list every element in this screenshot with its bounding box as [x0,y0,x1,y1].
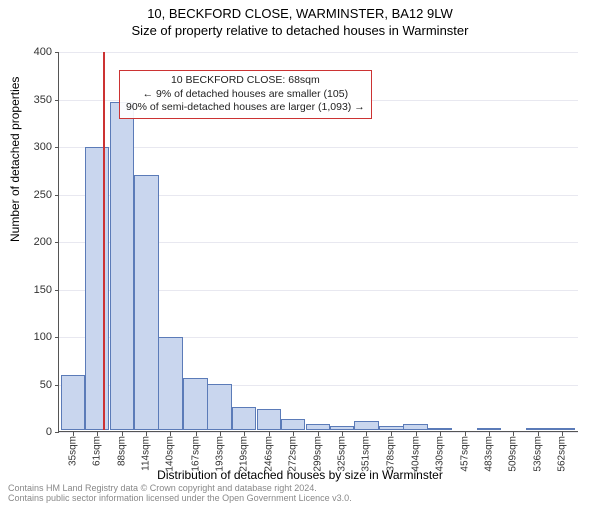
x-axis-title: Distribution of detached houses by size … [0,468,600,482]
gridline [59,147,578,148]
histogram-bar [158,337,183,430]
ytick-mark [55,385,59,386]
xtick-label: 219sqm [238,436,249,472]
chart-title-block: 10, BECKFORD CLOSE, WARMINSTER, BA12 9LW… [0,6,600,38]
ytick-mark [55,337,59,338]
xtick-label: 299sqm [313,436,324,472]
histogram-bar [379,426,404,430]
ytick-mark [55,52,59,53]
xtick-label: 536sqm [533,436,544,472]
ytick-label: 150 [12,284,52,296]
xtick-label: 114sqm [141,436,152,471]
histogram-bar [257,409,282,430]
histogram-bar [85,147,110,430]
plot-area: 05010015020025030035040035sqm61sqm88sqm1… [58,52,578,432]
xtick-label: 167sqm [190,436,201,472]
xtick-label: 404sqm [410,436,421,472]
histogram-bar [403,424,428,430]
ytick-label: 0 [12,426,52,438]
histogram-bar [526,428,551,430]
histogram-bar [183,378,208,430]
ytick-label: 50 [12,379,52,391]
annotation-line: ← 9% of detached houses are smaller (105… [126,88,365,102]
xtick-label: 378sqm [386,436,397,472]
histogram-bar [330,426,355,430]
xtick-label: 193sqm [214,436,225,472]
histogram-bar [61,375,86,430]
histogram-bar [477,428,502,430]
ytick-label: 400 [12,46,52,58]
annotation-line: 10 BECKFORD CLOSE: 68sqm [126,74,365,88]
ytick-label: 300 [12,141,52,153]
plot-wrap: 05010015020025030035040035sqm61sqm88sqm1… [58,52,578,432]
histogram-bar [134,175,159,430]
gridline [59,52,578,53]
xtick-label: 61sqm [92,436,103,466]
histogram-bar [550,428,575,430]
xtick-label: 246sqm [263,436,274,472]
footer-attribution: Contains HM Land Registry data © Crown c… [8,484,352,504]
ytick-mark [55,290,59,291]
ytick-label: 350 [12,94,52,106]
ytick-mark [55,147,59,148]
xtick-label: 272sqm [288,436,299,472]
ytick-label: 250 [12,189,52,201]
xtick-label: 430sqm [434,436,445,472]
xtick-label: 35sqm [67,436,78,466]
histogram-bar [427,428,452,430]
histogram-bar [281,419,306,430]
ytick-label: 200 [12,236,52,248]
chart-title-line1: 10, BECKFORD CLOSE, WARMINSTER, BA12 9LW [0,6,600,21]
histogram-bar [232,407,257,430]
annotation-box: 10 BECKFORD CLOSE: 68sqm← 9% of detached… [119,70,372,119]
histogram-bar [207,384,232,430]
histogram-bar [110,102,135,430]
xtick-label: 88sqm [117,436,128,466]
xtick-label: 509sqm [508,436,519,472]
histogram-bar [306,424,331,430]
ytick-mark [55,100,59,101]
xtick-label: 457sqm [459,436,470,472]
chart-title-line2: Size of property relative to detached ho… [0,23,600,38]
ytick-label: 100 [12,331,52,343]
xtick-label: 140sqm [165,436,176,472]
ytick-mark [55,195,59,196]
xtick-label: 562sqm [557,436,568,472]
annotation-line: 90% of semi-detached houses are larger (… [126,101,365,115]
footer-line2: Contains public sector information licen… [8,494,352,504]
xtick-label: 325sqm [337,436,348,472]
reference-marker-line [103,52,105,430]
ytick-mark [55,242,59,243]
xtick-label: 483sqm [483,436,494,472]
ytick-mark [55,432,59,433]
xtick-label: 351sqm [361,436,372,472]
histogram-bar [354,421,379,431]
